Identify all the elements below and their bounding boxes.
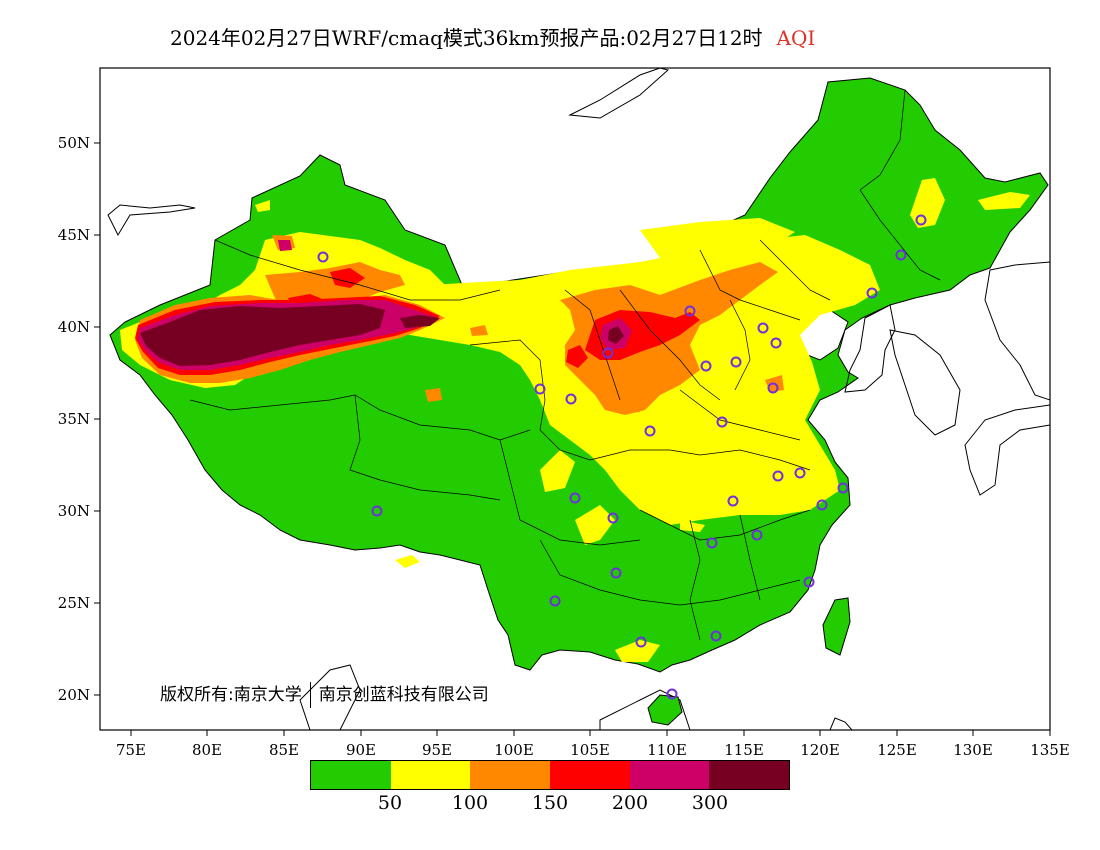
lat-tick-label: 20N bbox=[58, 686, 90, 704]
colorbar-segment-unhealthy bbox=[550, 761, 630, 789]
lon-tick-label: 110E bbox=[647, 741, 687, 759]
copyright-part2: 南京创蓝科技有限公司 bbox=[318, 685, 489, 705]
copyright-separator bbox=[309, 682, 311, 708]
colorbar-labels: 50 100 150 200 300 bbox=[0, 792, 1100, 822]
map-frame bbox=[99, 67, 1051, 731]
colorbar-label: 150 bbox=[531, 792, 569, 814]
aqi-colorbar bbox=[310, 760, 790, 790]
colorbar-label: 300 bbox=[691, 792, 729, 814]
lon-tick-label: 120E bbox=[800, 741, 840, 759]
lon-axis: 75E 80E 85E 90E 95E 100E 105E 110E 115E … bbox=[116, 741, 1070, 759]
lat-tick-label: 50N bbox=[58, 134, 90, 152]
map-content bbox=[107, 68, 1050, 730]
lon-tick-label: 85E bbox=[269, 741, 299, 759]
copyright-note: 版权所有:南京大学 南京创蓝科技有限公司 bbox=[160, 680, 489, 708]
lon-tick-label: 95E bbox=[422, 741, 452, 759]
colorbar-label: 100 bbox=[451, 792, 489, 814]
colorbar-segment-hazardous bbox=[709, 761, 790, 789]
title-variable: AQI bbox=[776, 26, 816, 50]
lon-tick-label: 125E bbox=[877, 741, 917, 759]
lat-tick-label: 30N bbox=[58, 502, 90, 520]
lon-tick-label: 75E bbox=[116, 741, 146, 759]
colorbar-segment-moderate bbox=[390, 761, 471, 789]
colorbar-segment-usg bbox=[470, 761, 551, 789]
lat-tick-label: 40N bbox=[58, 318, 90, 336]
colorbar-label: 200 bbox=[611, 792, 649, 814]
lat-tick-label: 35N bbox=[58, 410, 90, 428]
lon-tick-label: 135E bbox=[1030, 741, 1070, 759]
lon-tick-label: 90E bbox=[346, 741, 376, 759]
lat-axis: 50N 45N 40N 35N 30N 25N 20N bbox=[58, 134, 90, 704]
lon-tick-label: 130E bbox=[953, 741, 993, 759]
lat-tick-label: 25N bbox=[58, 594, 90, 612]
lon-tick-label: 115E bbox=[724, 741, 764, 759]
colorbar-label: 50 bbox=[377, 792, 403, 814]
colorbar-segment-good bbox=[311, 761, 391, 789]
lon-tick-label: 80E bbox=[192, 741, 222, 759]
lon-tick-label: 105E bbox=[570, 741, 610, 759]
colorbar-segment-very-unhealthy bbox=[629, 761, 710, 789]
map-title: 2024年02月27日WRF/cmaq模式36km预报产品:02月27日12时 A… bbox=[170, 22, 815, 51]
lat-tick-label: 45N bbox=[58, 226, 90, 244]
title-main: 2024年02月27日WRF/cmaq模式36km预报产品:02月27日12时 bbox=[170, 26, 763, 50]
lon-tick-label: 100E bbox=[494, 741, 534, 759]
copyright-part1: 版权所有:南京大学 bbox=[160, 685, 302, 705]
